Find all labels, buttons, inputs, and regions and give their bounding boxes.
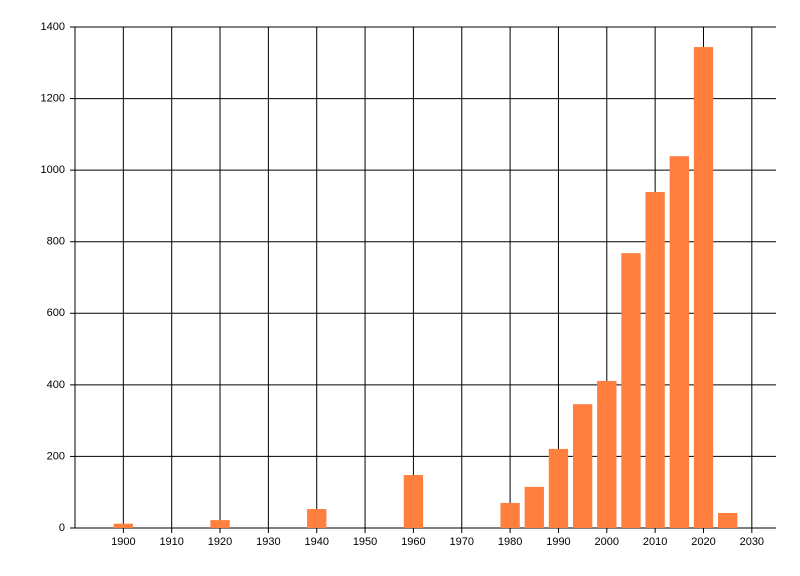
x-tick-label: 2000 xyxy=(595,536,619,548)
bar xyxy=(548,448,569,528)
x-tick-label: 1990 xyxy=(546,536,570,548)
bar xyxy=(645,191,665,528)
bar xyxy=(210,520,230,528)
y-tick-label: 1400 xyxy=(41,21,65,33)
bar xyxy=(621,253,641,528)
x-tick-label: 2020 xyxy=(691,536,715,548)
y-tick-label: 800 xyxy=(47,236,65,248)
bar xyxy=(572,404,593,528)
x-tick-label: 2030 xyxy=(740,536,764,548)
bar xyxy=(693,47,714,528)
y-tick-label: 200 xyxy=(47,450,65,462)
x-tick-label: 1950 xyxy=(353,536,377,548)
bar xyxy=(524,486,544,528)
bar xyxy=(669,156,689,528)
y-tick-label: 0 xyxy=(59,522,65,534)
bar xyxy=(307,509,327,528)
bar xyxy=(717,512,738,528)
bar xyxy=(500,502,520,528)
y-tick-label: 1000 xyxy=(41,164,65,176)
y-tick-label: 1200 xyxy=(41,92,65,104)
x-tick-label: 1980 xyxy=(498,536,522,548)
x-tick-label: 1900 xyxy=(111,536,135,548)
x-tick-label: 1960 xyxy=(401,536,425,548)
x-tick-label: 1910 xyxy=(159,536,183,548)
bar xyxy=(113,523,134,528)
y-tick-label: 600 xyxy=(47,307,65,319)
bar xyxy=(597,380,617,528)
bar xyxy=(403,475,424,528)
y-tick-label: 400 xyxy=(47,379,65,391)
x-tick-label: 1930 xyxy=(256,536,280,548)
x-tick-label: 1940 xyxy=(304,536,328,548)
x-tick-label: 2010 xyxy=(643,536,667,548)
x-tick-label: 1970 xyxy=(450,536,474,548)
x-tick-label: 1920 xyxy=(208,536,232,548)
